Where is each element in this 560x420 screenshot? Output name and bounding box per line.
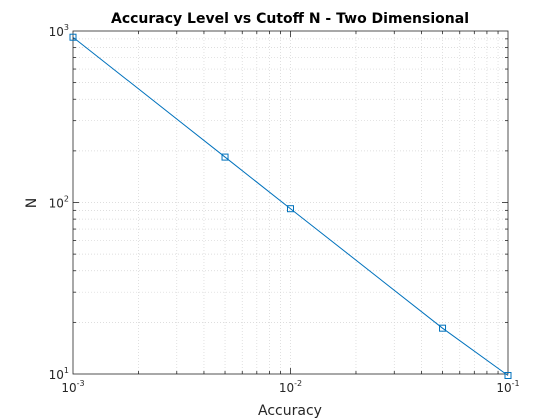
x-axis-label: Accuracy xyxy=(258,403,322,419)
series-line xyxy=(72,36,509,376)
y-tick-label: 101 xyxy=(49,366,69,382)
data-point-marker xyxy=(439,324,447,332)
series-layer xyxy=(69,33,512,379)
data-point-marker xyxy=(504,372,512,379)
data-point-marker xyxy=(221,153,229,161)
y-tick-label: 103 xyxy=(49,23,69,39)
grid xyxy=(73,31,508,374)
x-tick-label: 10-2 xyxy=(279,379,302,395)
data-point-marker xyxy=(287,205,294,213)
x-tick-label: 10-1 xyxy=(496,379,519,395)
data-point-marker xyxy=(69,33,77,41)
axis-ticks: 10-3 10-2 10-1 101 102 103 xyxy=(49,23,520,395)
y-tick-label: 102 xyxy=(49,195,69,211)
chart-title: Accuracy Level vs Cutoff N - Two Dimensi… xyxy=(111,11,469,27)
x-tick-label: 10-3 xyxy=(61,379,84,395)
y-axis-label: N xyxy=(24,198,40,208)
